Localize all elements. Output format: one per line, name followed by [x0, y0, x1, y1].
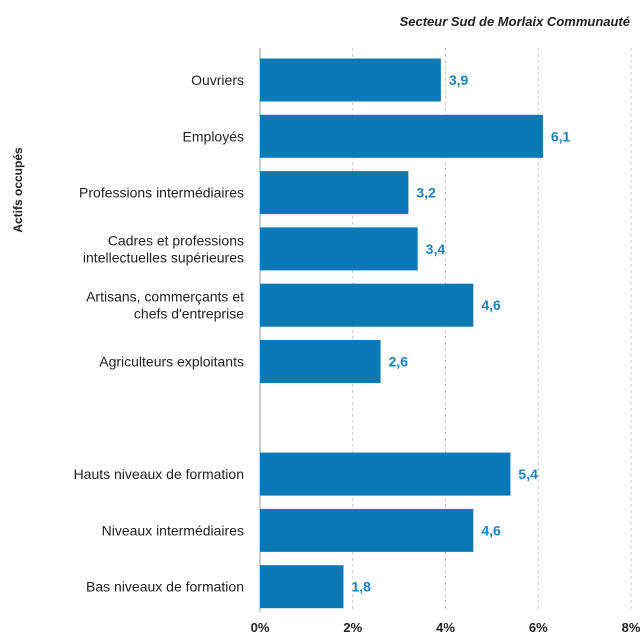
value-label: 2,6 — [389, 354, 409, 370]
category-label: chefs d'entreprise — [134, 306, 244, 322]
y-axis-label: Actifs occupés — [11, 147, 25, 233]
chart-subtitle: Secteur Sud de Morlaix Communauté — [400, 14, 630, 29]
category-labels: Ouvriers Employés Professions intermédiair… — [74, 72, 245, 595]
value-label: 1,8 — [351, 579, 371, 595]
x-tick-label: 4% — [436, 620, 455, 635]
bar — [260, 565, 344, 609]
bars — [260, 58, 543, 609]
category-label: Hauts niveaux de formation — [74, 466, 244, 482]
value-label: 6,1 — [551, 128, 571, 144]
category-label: Bas niveaux de formation — [86, 579, 244, 595]
x-tick-label: 6% — [529, 620, 548, 635]
value-label: 3,2 — [416, 185, 436, 201]
x-tick-label: 2% — [343, 620, 362, 635]
category-label: Employés — [183, 128, 244, 144]
x-tick-label: 8% — [622, 620, 641, 635]
category-label: Cadres et professions — [108, 232, 244, 248]
bar — [260, 58, 441, 102]
x-tick-label: 0% — [251, 620, 270, 635]
value-label: 5,4 — [518, 466, 538, 482]
category-label: Professions intermédiaires — [79, 185, 244, 201]
category-label: Artisans, commerçants et — [86, 289, 244, 305]
category-label: Niveaux intermédiaires — [102, 522, 244, 538]
bar — [260, 227, 418, 271]
value-labels: 3,9 6,1 3,2 3,4 4,6 2,6 5,4 4,6 1,8 — [351, 72, 570, 595]
category-label: Ouvriers — [191, 72, 244, 88]
category-label: intellectuelles supérieures — [83, 249, 244, 265]
bar — [260, 340, 381, 383]
bar — [260, 283, 474, 327]
category-label: Agriculteurs exploitants — [99, 354, 244, 370]
value-label: 4,6 — [481, 297, 501, 313]
bar — [260, 171, 409, 215]
bar — [260, 114, 543, 158]
x-tick-labels: 0% 2% 4% 6% 8% — [251, 620, 641, 635]
bar — [260, 452, 511, 496]
bar — [260, 508, 474, 552]
value-label: 3,9 — [449, 72, 469, 88]
value-label: 3,4 — [426, 241, 446, 257]
value-label: 4,6 — [481, 522, 501, 538]
